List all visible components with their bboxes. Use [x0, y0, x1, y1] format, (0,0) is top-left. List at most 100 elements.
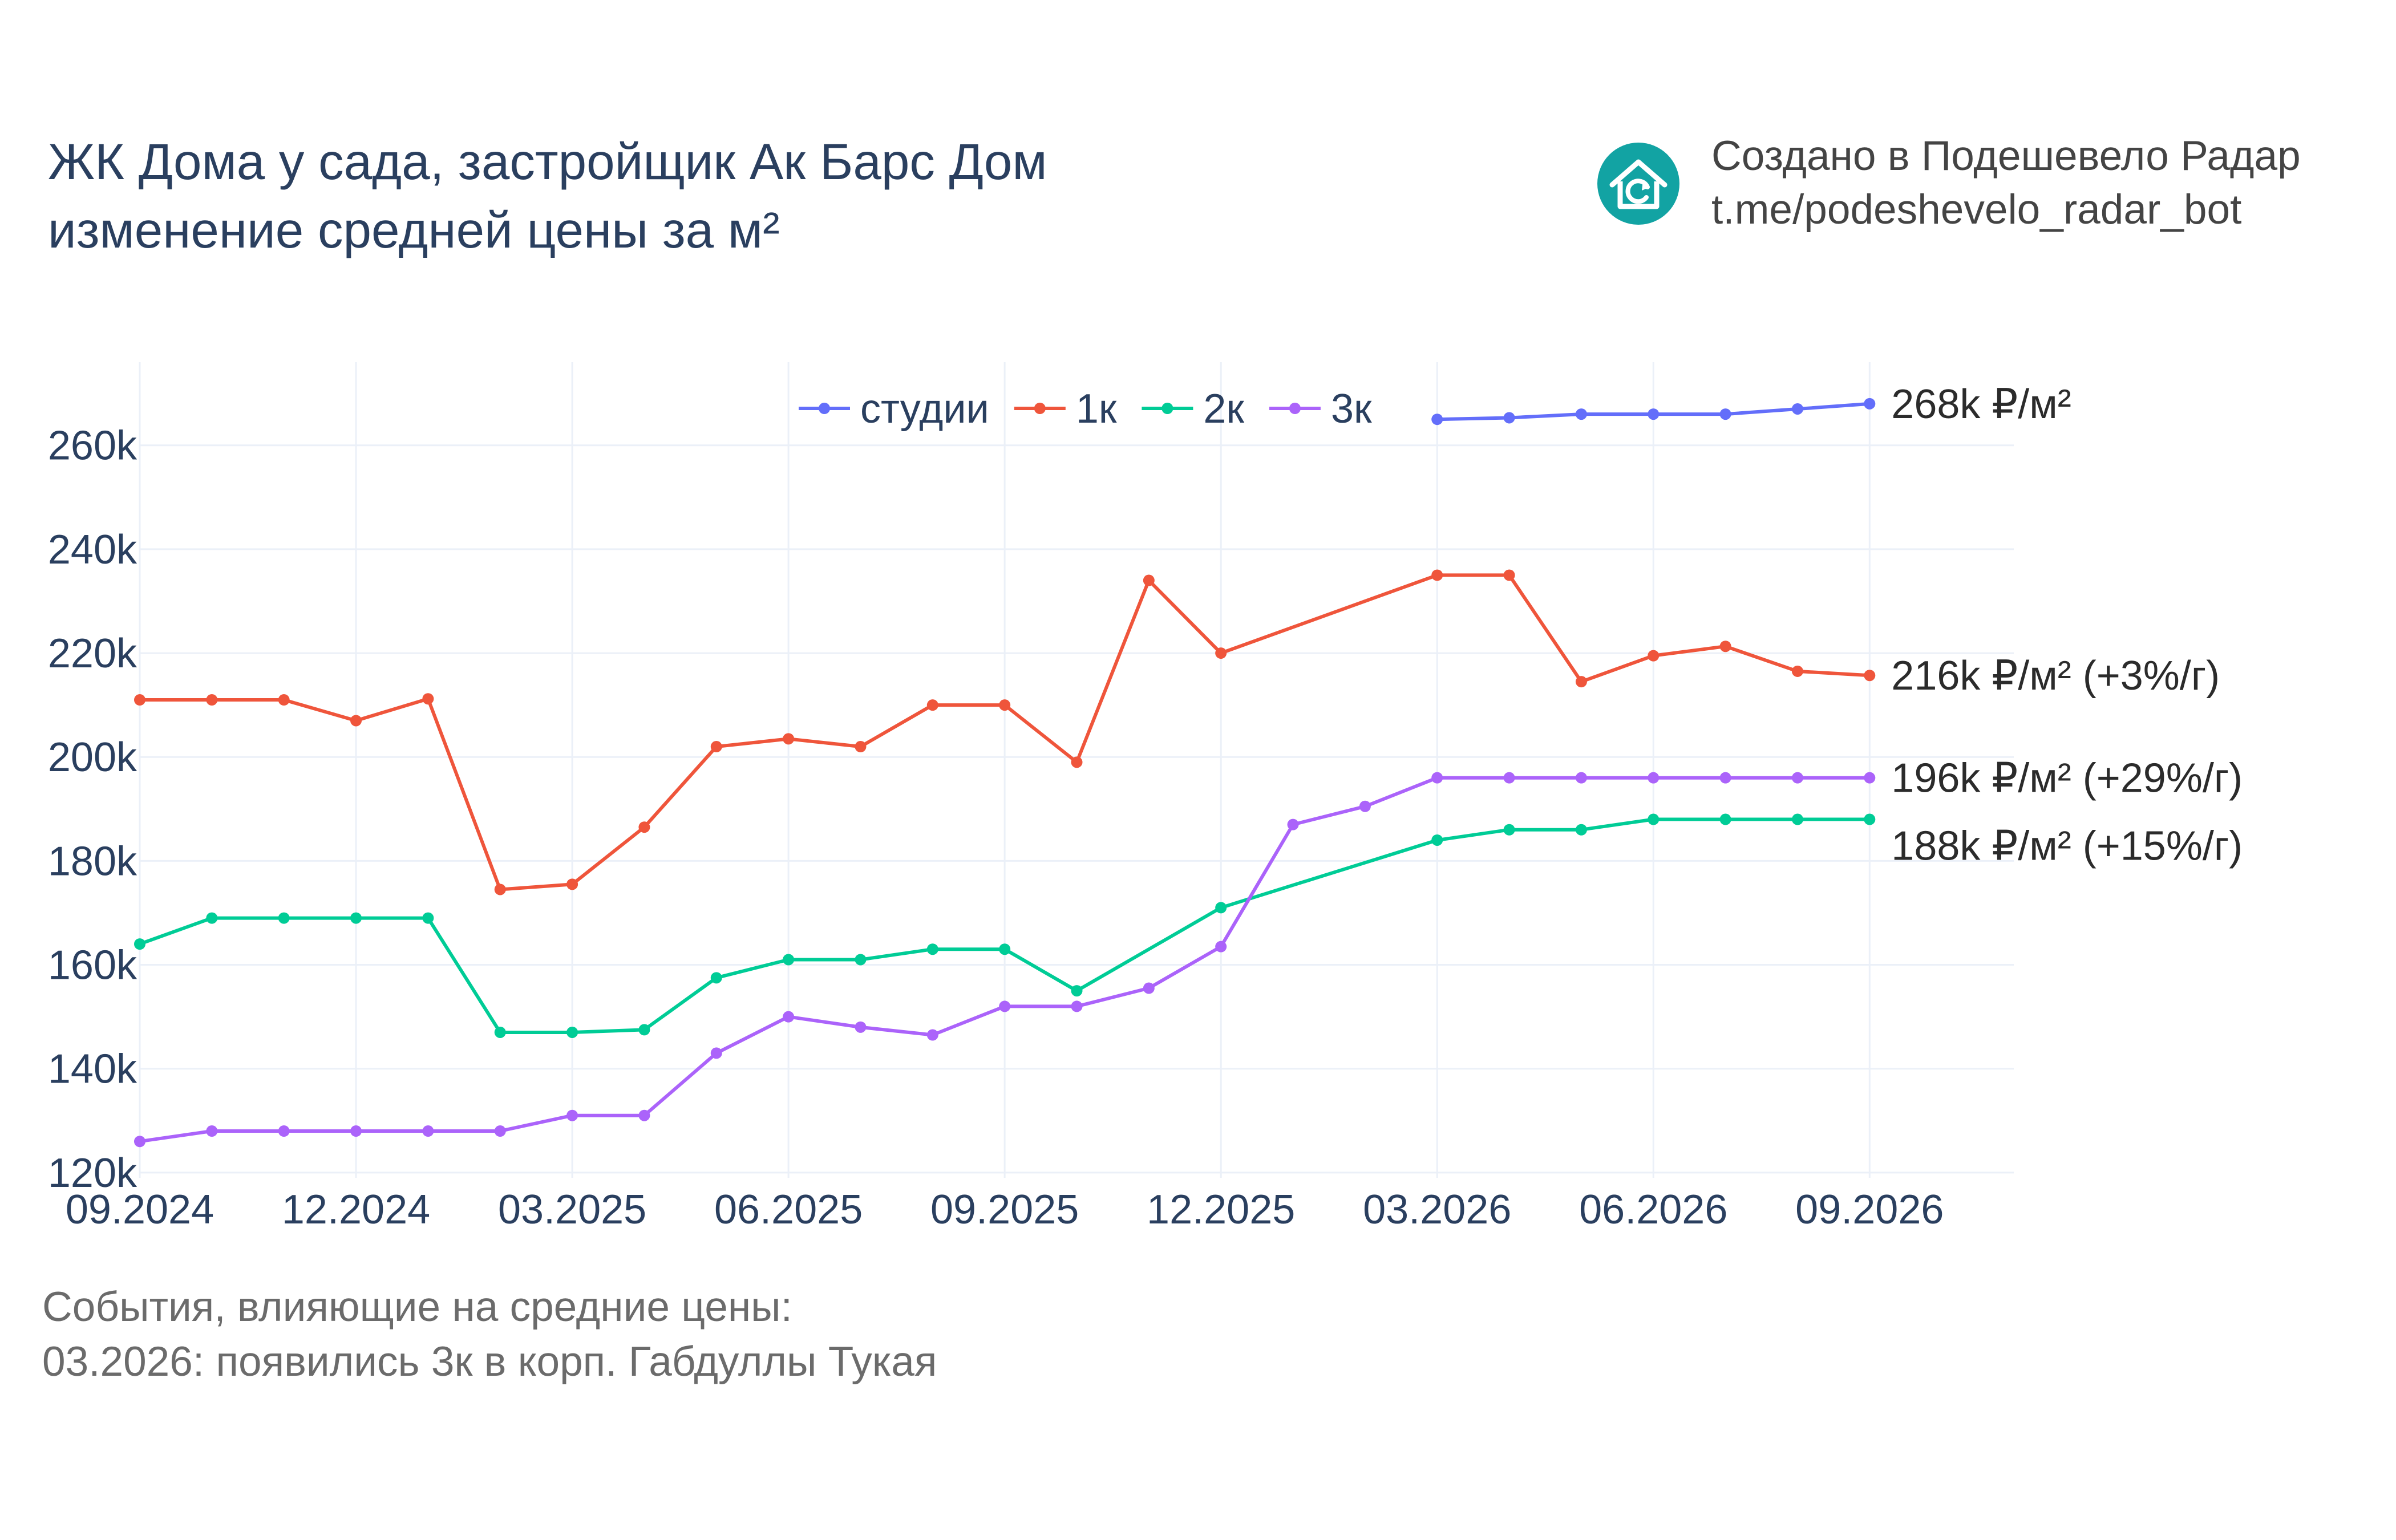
data-point: [1791, 665, 1803, 677]
series-0: [1431, 398, 1876, 425]
data-point: [566, 1026, 578, 1038]
legend-marker: [1289, 403, 1301, 414]
data-point: [350, 912, 362, 924]
data-point: [1143, 574, 1155, 586]
data-point: [1719, 772, 1731, 784]
data-point: [710, 1047, 722, 1059]
chart-title-line2: изменение средней цены за м²: [48, 201, 780, 258]
data-point: [1503, 569, 1515, 581]
data-point: [1215, 902, 1227, 914]
legend-item-1[interactable]: 1к: [1014, 386, 1117, 432]
data-point: [1359, 800, 1371, 812]
credit-link[interactable]: t.me/podeshevelo_radar_bot: [1711, 187, 2242, 233]
y-tick-label: 200k: [48, 735, 137, 780]
data-point: [206, 912, 218, 924]
data-point: [1071, 985, 1083, 997]
legend-marker: [1034, 403, 1046, 414]
grid: [139, 362, 2014, 1178]
data-point: [1215, 941, 1227, 953]
end-value-label: 196k ₽/м² (+29%/г): [1891, 756, 2243, 801]
data-point: [134, 938, 145, 950]
data-point: [783, 954, 795, 966]
events-note-title: События, влияющие на средние цены:: [42, 1284, 792, 1330]
chart-title-line1: ЖК Дома у сада, застройщик Ак Барс Дом: [48, 133, 1047, 190]
legend-marker: [819, 403, 830, 414]
data-point: [1864, 813, 1876, 825]
data-point: [855, 1021, 867, 1033]
data-point: [1791, 813, 1803, 825]
data-point: [855, 741, 867, 753]
end-value-label: 216k ₽/м² (+3%/г): [1891, 653, 2220, 699]
x-tick-label: 06.2026: [1579, 1187, 1727, 1233]
data-point: [1431, 834, 1443, 846]
data-point: [1215, 647, 1227, 659]
data-point: [350, 715, 362, 727]
data-point: [494, 1125, 506, 1137]
legend[interactable]: студии 1к 2к 3к: [799, 386, 1372, 432]
data-point: [494, 884, 506, 895]
y-tick-label: 240k: [48, 527, 137, 573]
data-point: [638, 821, 650, 833]
x-tick-label: 09.2024: [66, 1187, 214, 1233]
data-point: [1719, 641, 1731, 653]
data-point: [1431, 772, 1443, 784]
legend-label: студии: [860, 386, 989, 432]
x-tick-label: 09.2025: [930, 1187, 1079, 1233]
data-point: [422, 693, 434, 705]
x-tick-label: 09.2026: [1795, 1187, 1944, 1233]
y-tick-label: 220k: [48, 631, 137, 676]
series-3: [134, 772, 1876, 1148]
data-point: [1287, 818, 1299, 830]
data-point: [1864, 772, 1876, 784]
data-point: [566, 1109, 578, 1121]
data-point: [638, 1024, 650, 1036]
series-layer: [134, 398, 1876, 1148]
data-point: [638, 1109, 650, 1121]
data-point: [999, 1000, 1011, 1012]
data-point: [1648, 650, 1660, 662]
legend-label: 1к: [1076, 386, 1117, 432]
data-point: [1503, 412, 1515, 424]
data-point: [926, 699, 938, 711]
data-point: [710, 972, 722, 984]
data-point: [1864, 398, 1876, 410]
x-tick-label: 06.2025: [714, 1187, 863, 1233]
end-value-label: 268k ₽/м²: [1891, 382, 2071, 427]
x-tick-label: 03.2026: [1363, 1187, 1511, 1233]
series-line: [139, 817, 1870, 1034]
y-tick-label: 260k: [48, 423, 137, 469]
data-point: [1431, 569, 1443, 581]
events-note-item: 03.2026: появились 3к в корп. Габдуллы Т…: [42, 1339, 937, 1385]
data-point: [1719, 813, 1731, 825]
x-tick-label: 03.2025: [498, 1187, 646, 1233]
legend-item-0[interactable]: студии: [799, 386, 989, 432]
y-tick-label: 160k: [48, 943, 137, 988]
legend-label: 2к: [1203, 386, 1244, 432]
data-point: [278, 694, 290, 706]
y-tick-label: 140k: [48, 1047, 137, 1092]
legend-item-3[interactable]: 3к: [1269, 386, 1372, 432]
data-point: [1648, 813, 1660, 825]
data-point: [1648, 772, 1660, 784]
legend-item-2[interactable]: 2к: [1142, 386, 1244, 432]
house-refresh-icon: [1597, 143, 1679, 225]
data-point: [1864, 670, 1876, 682]
data-point: [1719, 408, 1731, 420]
data-point: [1791, 403, 1803, 415]
data-point: [1791, 772, 1803, 784]
y-tick-label: 180k: [48, 838, 137, 884]
data-point: [566, 878, 578, 890]
data-point: [1431, 414, 1443, 425]
data-point: [1503, 772, 1515, 784]
data-point: [783, 733, 795, 745]
data-point: [206, 1125, 218, 1137]
x-tick-label: 12.2024: [282, 1187, 430, 1233]
data-point: [1575, 824, 1587, 836]
legend-marker: [1161, 403, 1173, 414]
legend-label: 3к: [1331, 386, 1372, 432]
data-point: [278, 1125, 290, 1137]
data-point: [999, 943, 1011, 955]
data-point: [1575, 408, 1587, 420]
series-2: [134, 813, 1876, 1038]
